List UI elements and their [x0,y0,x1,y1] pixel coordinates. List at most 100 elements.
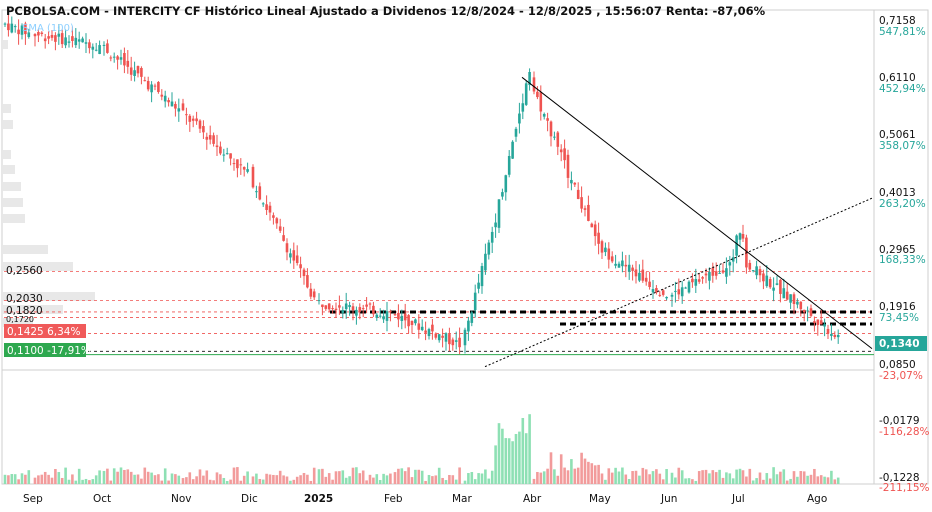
candle-body [47,36,50,39]
volume-bar [198,469,202,484]
candle-body [67,41,71,43]
candle-body [205,136,209,140]
volume-bar [441,477,444,484]
candle-body [355,309,358,316]
y-pct-7: -116,28% [879,426,930,438]
volume-bar [566,470,570,484]
volume-bar [593,465,597,484]
candle-body [762,273,765,282]
candle-body [487,242,491,255]
volume-bar [222,477,226,484]
volume-bar [638,475,641,484]
candle-body [587,204,590,221]
volume-bar [467,473,470,484]
volume-bar [389,473,392,484]
y-price-2: 0,5061 [879,129,916,141]
volume-bar [170,473,174,484]
candle-body [91,46,95,50]
volume-profile-bar [3,262,73,271]
current-price-box [875,336,927,351]
candle-body [641,269,645,281]
candle-body [136,66,140,74]
candle-body [282,235,285,241]
volume-bar [98,470,101,484]
candle-body [185,114,188,116]
volume-bar [368,474,372,484]
volume-bar [434,475,438,484]
candle-body [819,320,823,325]
candle-body [407,315,410,327]
volume-profile-bar [3,305,63,314]
candle-body [738,233,742,240]
volume-bar [641,467,645,484]
candle-body [208,135,212,140]
volume-bar [191,479,195,484]
volume-bar [704,469,708,484]
volume-bar [403,471,407,484]
y-pct-5: 73,45% [879,312,919,324]
volume-bar [306,474,309,484]
candle-body [236,159,239,169]
volume-bar [60,477,64,484]
volume-bar [497,423,501,484]
trendlines [484,76,873,368]
volume-bar [711,470,715,484]
y-price-5: 0,1916 [879,301,916,313]
candle-body [624,264,628,267]
candle-body [830,333,833,336]
volume-bar [691,479,694,484]
volume-bar [385,475,389,484]
volume-bar [251,476,255,484]
volume-bar [607,468,611,484]
candle-body [393,314,397,316]
volume-bar [494,445,497,484]
candle-body [725,268,728,277]
volume-bar [684,478,687,484]
candle-body [251,166,255,188]
volume-bar [621,467,624,484]
candle-body [177,108,181,112]
candle-body [188,115,192,122]
candle-body [17,29,20,35]
volume-bar [458,467,461,484]
candle-body [556,132,560,147]
y-price-1: 0,6110 [879,72,916,84]
candle-body [826,328,830,334]
volume-bar [789,478,792,484]
volume-bar [27,470,31,484]
volume-bar [10,474,14,484]
volume-bar [205,470,209,484]
volume-bar [20,473,24,484]
candle-body [198,120,202,129]
candle-body [539,92,543,112]
volume-bar [119,467,123,484]
candle-body [634,269,638,277]
candle-body [40,32,44,34]
volume-bar [420,470,424,484]
candle-body [157,81,160,92]
volume-bar [64,467,67,484]
candle-body [528,72,531,85]
candle-body [789,294,792,303]
volume-bar [397,468,400,484]
volume-bar [188,472,192,484]
volume-bar [444,480,448,484]
candle-body [597,232,600,244]
candle-body [37,32,40,36]
volume-bar [140,478,143,484]
candle-body [431,324,434,332]
volume-bar [556,475,560,484]
volume-bar [88,480,91,484]
chart-title: PCBOLSA.COM - INTERCITY CF Histórico Lin… [6,4,766,18]
volume-bar [278,470,282,484]
candle-body [344,303,348,310]
candle-body [33,34,37,37]
candle-body [424,330,427,333]
volume-bar [617,471,621,484]
volume-bar [484,469,487,484]
volume-bar [129,471,133,484]
candle-body [507,156,511,175]
volume-bar [532,478,536,484]
volume-bar [674,477,677,484]
